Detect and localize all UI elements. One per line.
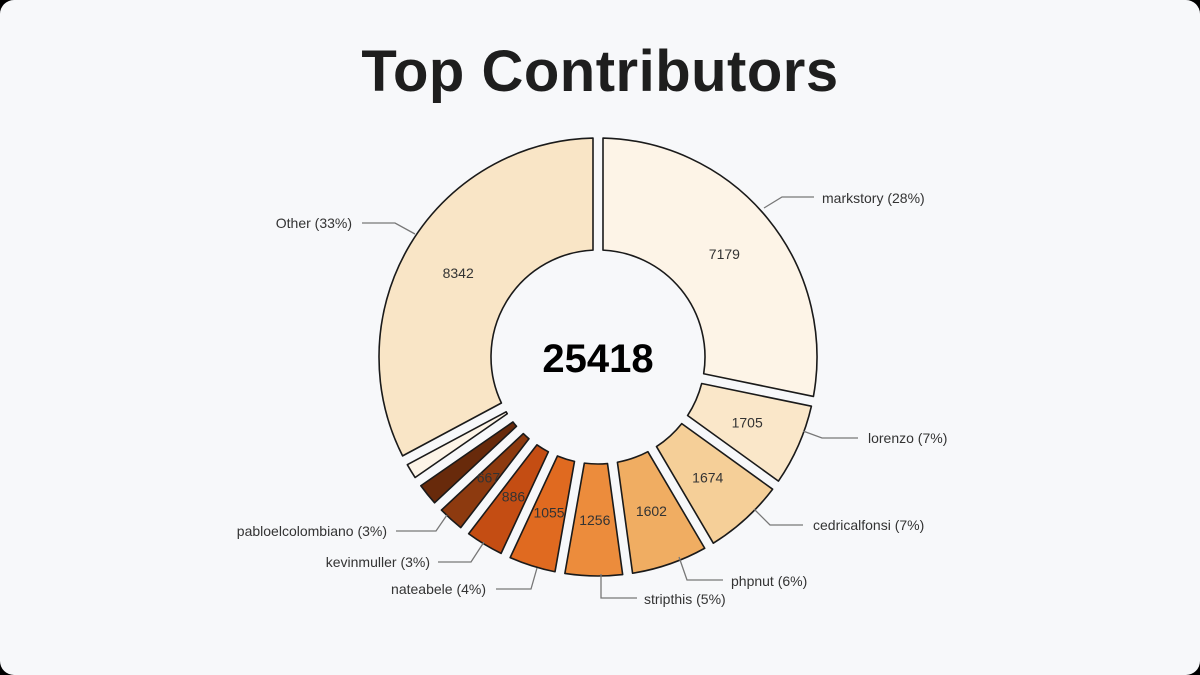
slice-value-label: 1055 (533, 504, 564, 520)
donut-slice-other[interactable] (378, 137, 594, 457)
leader-lines (362, 196, 858, 599)
slice-value-label: 1705 (732, 415, 763, 431)
slice-value-label: 8342 (443, 265, 474, 281)
leader-line (600, 574, 637, 599)
center-total: 25418 (542, 337, 653, 381)
donut-slice-nateabele[interactable] (509, 455, 576, 573)
slice-name-label: cedricalfonsi (7%) (813, 517, 924, 533)
leader-line (362, 222, 416, 235)
donut-slice-phpnut[interactable] (616, 450, 706, 575)
leader-line (438, 541, 485, 563)
slice-name-label: Other (33%) (276, 215, 352, 231)
slice-name-label: pabloelcolombiano (3%) (237, 523, 387, 539)
donut-slice-stripthis[interactable] (564, 462, 624, 577)
slice-name-label: phpnut (6%) (731, 573, 807, 589)
donut-slice-pabloelcolombiano[interactable] (440, 432, 530, 529)
leader-line (396, 514, 448, 532)
leader-line (753, 508, 803, 526)
donut-slice-lorenzo[interactable] (686, 382, 813, 482)
leader-line (678, 556, 723, 581)
legend-labels: markstory (28%) lorenzo (7%) cedricalfonsi… (237, 190, 948, 607)
donut-slice-kevinmuller[interactable] (467, 444, 550, 555)
donut-slice[interactable] (420, 421, 518, 504)
slice-name-label: nateabele (4%) (391, 581, 486, 597)
slice-value-label: 1674 (692, 470, 723, 486)
donut-slice[interactable] (406, 411, 509, 479)
slice-value-label: 1602 (636, 503, 667, 519)
donut-slice-cedricalfonsi[interactable] (655, 422, 774, 544)
leader-line (802, 430, 858, 439)
slice-value-label: 886 (502, 488, 526, 504)
slice-value-label: 7179 (709, 246, 740, 262)
leader-line (763, 196, 814, 209)
slice-name-label: kevinmuller (3%) (326, 554, 430, 570)
chart-title: Top Contributors (361, 39, 839, 104)
slice-value-label: 1256 (579, 512, 610, 528)
leader-line (496, 567, 538, 590)
slice-name-label: lorenzo (7%) (868, 430, 947, 446)
slice-name-label: markstory (28%) (822, 190, 925, 206)
slice-name-label: stripthis (5%) (644, 591, 726, 607)
donut-slice-markstory[interactable] (602, 137, 818, 398)
slice-value-label: 667 (477, 470, 501, 486)
